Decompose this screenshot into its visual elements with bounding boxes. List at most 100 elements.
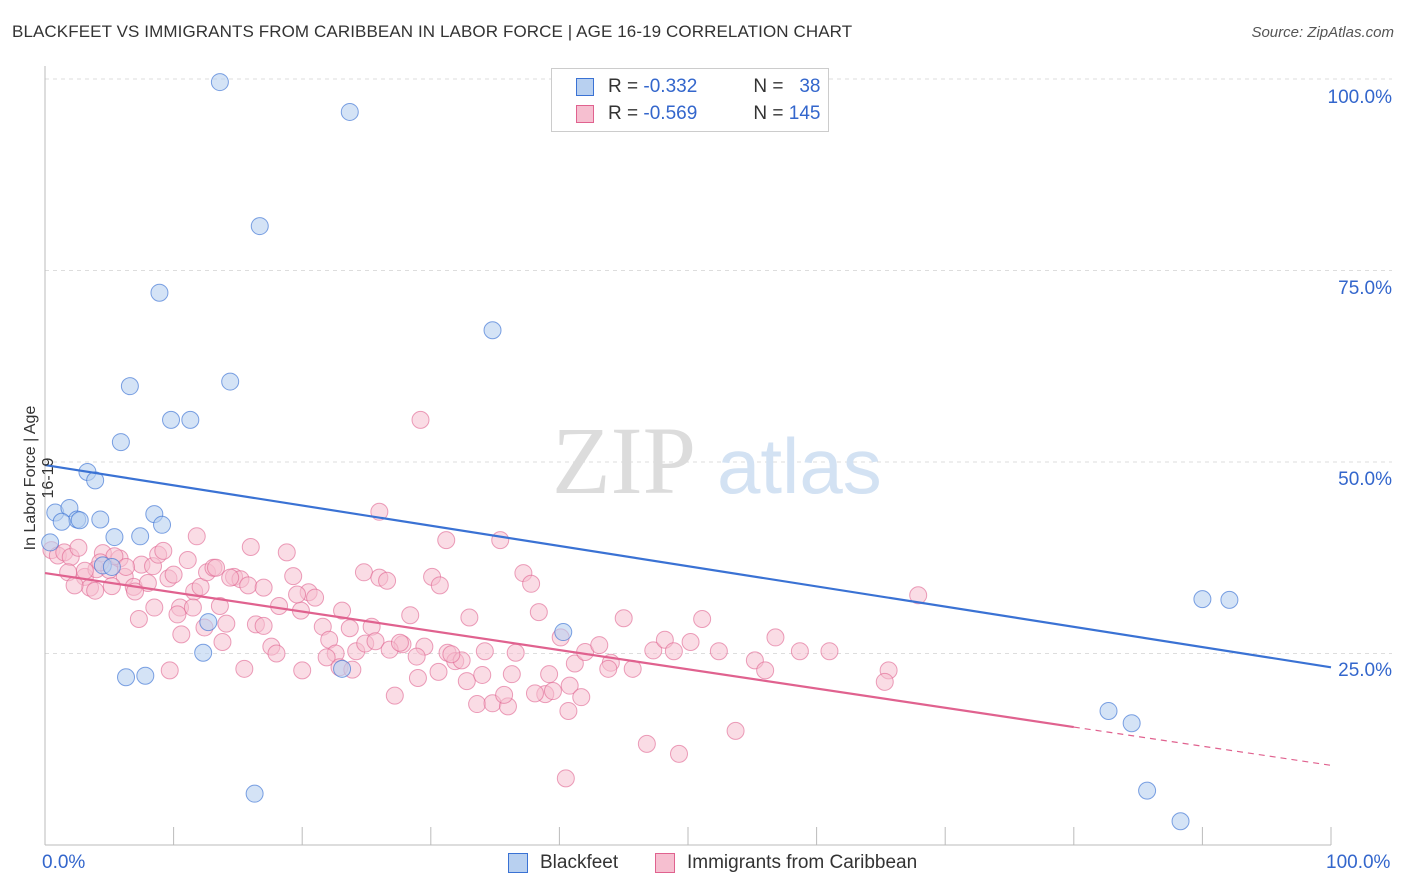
caribbean-point (213, 633, 232, 652)
chart-title: BLACKFEET VS IMMIGRANTS FROM CARIBBEAN I… (12, 22, 853, 41)
caribbean-point (522, 574, 541, 593)
blackfeet-point (554, 623, 573, 642)
caribbean-point (442, 645, 461, 664)
watermark-atlas: atlas (717, 422, 882, 510)
caribbean-point (491, 531, 510, 550)
blackfeet-point (117, 668, 136, 687)
caribbean-point (709, 642, 728, 661)
y-tick-label-50: 50.0% (1338, 469, 1392, 490)
blackfeet-r-value: -0.332 (643, 76, 698, 97)
caribbean-point (408, 669, 427, 688)
caribbean-point (495, 685, 514, 704)
caribbean-points (42, 410, 928, 788)
caribbean-point (590, 636, 609, 655)
caribbean-point (407, 647, 426, 666)
blackfeet-point (136, 666, 155, 685)
blackfeet-point (483, 321, 502, 340)
caribbean-point (254, 578, 273, 597)
caribbean-point (556, 769, 575, 788)
legend-row-blackfeet: R = -0.332 N = 38 (576, 76, 820, 98)
x-tick-label-0: 0.0% (42, 852, 86, 873)
n-label: N = (753, 76, 784, 97)
blackfeet-point (150, 283, 169, 302)
n-label: N = (753, 103, 784, 124)
blackfeet-point (1099, 701, 1118, 720)
blackfeet-point (1122, 714, 1141, 733)
caribbean-legend-label: Immigrants from Caribbean (687, 852, 918, 873)
caribbean-point (664, 642, 683, 661)
caribbean-point (875, 672, 894, 691)
caribbean-point (572, 688, 591, 707)
caribbean-point (475, 642, 494, 661)
caribbean-point (217, 614, 236, 633)
blackfeet-point (111, 433, 130, 452)
caribbean-point (306, 588, 325, 607)
caribbean-point (411, 410, 430, 429)
caribbean-point (502, 665, 521, 684)
caribbean-point (129, 610, 148, 629)
caribbean-point (154, 541, 173, 560)
blackfeet-point (153, 515, 172, 534)
caribbean-point (284, 567, 303, 586)
blackfeet-point (1220, 590, 1239, 609)
caribbean-point (473, 665, 492, 684)
caribbean-point (756, 661, 775, 680)
caribbean-point (378, 571, 397, 590)
caribbean-point (239, 576, 258, 595)
caribbean-point (390, 633, 409, 652)
watermark-zip: ZIP (552, 407, 696, 514)
caribbean-point (429, 662, 448, 681)
blackfeet-point (91, 510, 110, 529)
caribbean-trend-line (44, 571, 1074, 729)
blackfeet-point (41, 533, 60, 552)
blackfeet-point (1193, 590, 1212, 609)
y-axis-title: In Labor Force | Age 16-19 (22, 405, 57, 551)
caribbean-point (644, 641, 663, 660)
caribbean-swatch (576, 105, 594, 123)
caribbean-point (560, 676, 579, 695)
caribbean-point (102, 577, 121, 596)
caribbean-point (210, 597, 229, 616)
caribbean-point (726, 721, 745, 740)
gridlines (45, 78, 1392, 654)
caribbean-trend-extension (1073, 726, 1332, 766)
y-tick-label-25: 25.0% (1338, 660, 1392, 681)
legend-item-blackfeet: Blackfeet (508, 852, 618, 874)
trend-lines (44, 463, 1332, 766)
caribbean-point (693, 610, 712, 629)
caribbean-point (145, 598, 164, 617)
caribbean-point (277, 543, 296, 562)
caribbean-point (385, 686, 404, 705)
blackfeet-point (120, 377, 139, 396)
caribbean-point (86, 581, 105, 600)
legend-row-caribbean: R = -0.569 N = 145 (576, 103, 820, 125)
blackfeet-point (162, 410, 181, 429)
caribbean-n-value: 145 (788, 103, 821, 124)
caribbean-point (354, 563, 373, 582)
caribbean-point (288, 585, 307, 604)
caribbean-point (525, 684, 544, 703)
caribbean-point (340, 619, 359, 638)
x-tick-label-100: 100.0% (1326, 852, 1391, 873)
caribbean-point (183, 598, 202, 617)
blackfeet-point (105, 528, 124, 547)
caribbean-point (909, 586, 928, 605)
caribbean-point (366, 632, 385, 651)
blackfeet-legend-label: Blackfeet (540, 852, 619, 873)
blackfeet-point (194, 643, 213, 662)
blackfeet-point (52, 512, 71, 531)
caribbean-point (599, 659, 618, 678)
caribbean-point (187, 527, 206, 546)
y-tick-label-75: 75.0% (1338, 278, 1392, 299)
blackfeet-point (221, 372, 240, 391)
caribbean-point (270, 597, 289, 616)
caribbean-point (540, 665, 559, 684)
caribbean-point (69, 538, 88, 557)
caribbean-point (430, 576, 449, 595)
caribbean-point (614, 609, 633, 628)
caribbean-point (820, 642, 839, 661)
blackfeet-points (41, 73, 1239, 831)
blackfeet-trend-line (44, 463, 1332, 669)
r-label: R = (608, 103, 639, 124)
